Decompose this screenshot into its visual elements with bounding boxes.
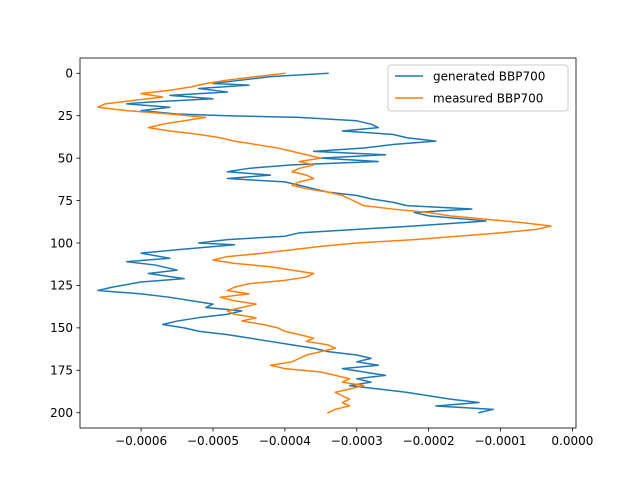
y-tick-label: 75 [58, 194, 73, 208]
series-line-2 [97, 72, 552, 414]
x-tick-label: −0.0001 [474, 434, 526, 448]
x-tick-label: −0.0005 [187, 434, 239, 448]
y-tick-label: 25 [58, 109, 73, 123]
series-line-1 [97, 72, 495, 414]
y-tick-label: 200 [50, 406, 73, 420]
x-axis: −0.0006 −0.0005 −0.0004 −0.0003 −0.0002 −0.00… [115, 428, 593, 448]
y-tick-label: 50 [58, 151, 73, 165]
x-tick-label: −0.0002 [403, 434, 455, 448]
legend-label-1: generated BBP700 [433, 69, 545, 83]
y-tick-label: 175 [50, 364, 73, 378]
x-tick-label: −0.0004 [259, 434, 311, 448]
series-layer [97, 72, 552, 414]
y-axis: 0 25 50 75 100 125 150 175 200 [50, 67, 80, 420]
y-tick-label: 150 [50, 321, 73, 335]
x-tick-label: −0.0003 [331, 434, 383, 448]
x-tick-label: −0.0006 [115, 434, 167, 448]
legend-label-2: measured BBP700 [433, 91, 543, 105]
y-tick-label: 100 [50, 236, 73, 250]
y-tick-label: 0 [65, 67, 73, 81]
x-tick-label: 0.0000 [551, 434, 593, 448]
legend: generated BBP700 measured BBP700 [387, 64, 569, 112]
legend-frame [387, 64, 569, 112]
y-tick-label: 125 [50, 279, 73, 293]
